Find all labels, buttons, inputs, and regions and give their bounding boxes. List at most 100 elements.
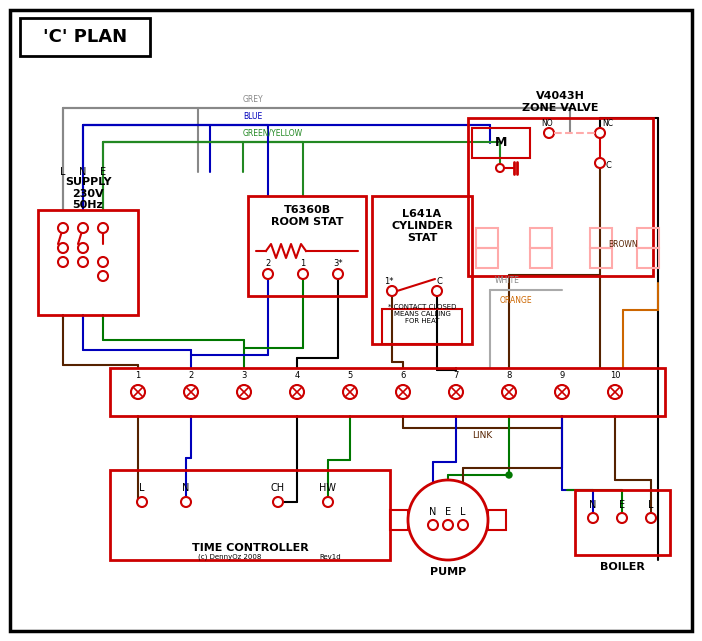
Circle shape bbox=[496, 164, 504, 172]
Text: NC: NC bbox=[602, 119, 614, 128]
Bar bbox=[590, 248, 612, 268]
Bar bbox=[390, 510, 408, 530]
Text: 'C' PLAN: 'C' PLAN bbox=[43, 28, 127, 46]
Bar bbox=[530, 248, 552, 268]
Text: SUPPLY: SUPPLY bbox=[65, 177, 111, 187]
Bar bbox=[575, 490, 670, 555]
Text: L: L bbox=[139, 483, 145, 493]
Circle shape bbox=[137, 497, 147, 507]
Text: N: N bbox=[183, 483, 190, 493]
Text: N: N bbox=[589, 500, 597, 510]
Circle shape bbox=[343, 385, 357, 399]
Bar bbox=[382, 309, 462, 344]
Circle shape bbox=[595, 158, 605, 168]
Text: STAT: STAT bbox=[407, 233, 437, 243]
Text: C: C bbox=[436, 276, 442, 285]
Bar bbox=[637, 228, 659, 248]
Text: L641A: L641A bbox=[402, 209, 442, 219]
Circle shape bbox=[428, 520, 438, 530]
Text: 6: 6 bbox=[400, 372, 406, 381]
Text: NO: NO bbox=[541, 119, 552, 128]
Circle shape bbox=[646, 513, 656, 523]
Text: 7: 7 bbox=[453, 372, 458, 381]
Bar bbox=[110, 470, 390, 560]
Text: 3: 3 bbox=[241, 372, 246, 381]
Text: 5: 5 bbox=[347, 372, 352, 381]
Circle shape bbox=[502, 385, 516, 399]
Text: C: C bbox=[605, 160, 611, 169]
Circle shape bbox=[449, 385, 463, 399]
Text: HW: HW bbox=[319, 483, 336, 493]
Circle shape bbox=[408, 480, 488, 560]
Text: 4: 4 bbox=[294, 372, 300, 381]
Bar bbox=[637, 248, 659, 268]
Bar bbox=[38, 210, 138, 315]
Circle shape bbox=[588, 513, 598, 523]
Bar bbox=[476, 228, 498, 248]
Text: 3*: 3* bbox=[333, 260, 343, 269]
Circle shape bbox=[58, 257, 68, 267]
Circle shape bbox=[184, 385, 198, 399]
Text: CYLINDER: CYLINDER bbox=[391, 221, 453, 231]
Circle shape bbox=[78, 257, 88, 267]
Text: (c) DennyOz 2008: (c) DennyOz 2008 bbox=[198, 554, 262, 560]
Circle shape bbox=[544, 128, 554, 138]
Text: ROOM STAT: ROOM STAT bbox=[271, 217, 343, 227]
Text: 2: 2 bbox=[265, 260, 271, 269]
Text: E: E bbox=[619, 500, 625, 510]
Circle shape bbox=[432, 286, 442, 296]
Text: 230V: 230V bbox=[72, 189, 104, 199]
Bar bbox=[468, 118, 653, 276]
Text: N: N bbox=[430, 507, 437, 517]
Text: BOILER: BOILER bbox=[600, 562, 644, 572]
Text: T6360B: T6360B bbox=[284, 205, 331, 215]
Text: M: M bbox=[495, 137, 507, 149]
Bar bbox=[590, 228, 612, 248]
Text: * CONTACT CLOSED
MEANS CALLING
FOR HEAT: * CONTACT CLOSED MEANS CALLING FOR HEAT bbox=[388, 304, 456, 324]
Text: BROWN: BROWN bbox=[608, 240, 637, 249]
Text: Rev1d: Rev1d bbox=[319, 554, 340, 560]
Text: V4043H: V4043H bbox=[536, 91, 585, 101]
Circle shape bbox=[181, 497, 191, 507]
Circle shape bbox=[58, 243, 68, 253]
Text: 50Hz: 50Hz bbox=[72, 200, 103, 210]
Text: N: N bbox=[79, 167, 86, 177]
Circle shape bbox=[396, 385, 410, 399]
Bar bbox=[476, 248, 498, 268]
Text: E: E bbox=[100, 167, 106, 177]
Bar bbox=[372, 196, 472, 344]
Text: BLUE: BLUE bbox=[243, 112, 263, 121]
Circle shape bbox=[595, 128, 605, 138]
Bar bbox=[472, 128, 530, 158]
Text: 1: 1 bbox=[300, 260, 305, 269]
Text: 9: 9 bbox=[559, 372, 564, 381]
Circle shape bbox=[98, 223, 108, 233]
Text: TIME CONTROLLER: TIME CONTROLLER bbox=[192, 543, 308, 553]
Text: CH: CH bbox=[271, 483, 285, 493]
Circle shape bbox=[443, 520, 453, 530]
Circle shape bbox=[78, 223, 88, 233]
Bar bbox=[248, 196, 366, 296]
Circle shape bbox=[98, 271, 108, 281]
Text: E: E bbox=[445, 507, 451, 517]
Text: 8: 8 bbox=[506, 372, 512, 381]
Text: ORANGE: ORANGE bbox=[500, 296, 533, 305]
Text: ZONE VALVE: ZONE VALVE bbox=[522, 103, 598, 113]
Text: LINK: LINK bbox=[472, 431, 492, 440]
Bar bbox=[20, 18, 150, 56]
Circle shape bbox=[617, 513, 627, 523]
Text: GREY: GREY bbox=[243, 95, 264, 104]
Circle shape bbox=[555, 385, 569, 399]
Text: WHITE: WHITE bbox=[495, 276, 520, 285]
Bar bbox=[488, 510, 506, 530]
Circle shape bbox=[273, 497, 283, 507]
Text: PUMP: PUMP bbox=[430, 567, 466, 577]
Text: L: L bbox=[60, 167, 66, 177]
Circle shape bbox=[333, 269, 343, 279]
Circle shape bbox=[263, 269, 273, 279]
Text: L: L bbox=[461, 507, 465, 517]
Circle shape bbox=[78, 243, 88, 253]
Circle shape bbox=[458, 520, 468, 530]
Text: L: L bbox=[648, 500, 654, 510]
Circle shape bbox=[98, 257, 108, 267]
